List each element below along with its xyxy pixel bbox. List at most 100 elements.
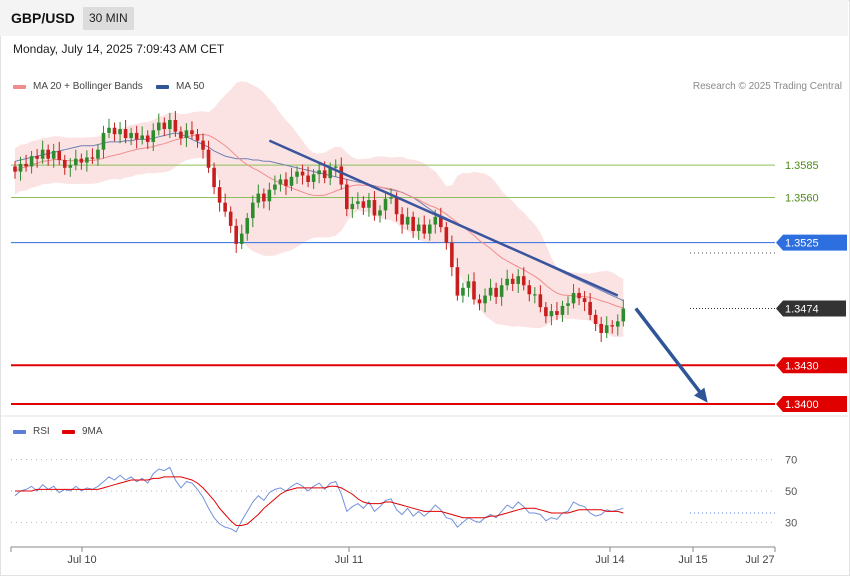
candle-body: [40, 149, 45, 159]
candle-body: [184, 130, 189, 139]
legend-rsi: RSI: [13, 426, 50, 437]
legend-ma50-label: MA 50: [176, 81, 205, 92]
forecast-arrow-icon: [694, 387, 708, 403]
candle-body: [51, 150, 56, 159]
candle-body: [389, 197, 393, 199]
candle-body: [190, 130, 194, 135]
research-credit: Research © 2025 Trading Central: [692, 81, 842, 92]
candle-body: [74, 158, 78, 166]
candle-body: [356, 201, 360, 204]
level-price-label: 1.3525: [785, 238, 819, 250]
candle-body: [239, 233, 244, 244]
candle-body: [560, 305, 565, 315]
candle-body: [599, 323, 603, 333]
candle-body: [328, 167, 333, 179]
candle-body: [18, 163, 23, 172]
top-bar: GBP/USD 30 MIN: [0, 0, 848, 36]
candle-body: [461, 287, 465, 296]
legend-rsi-label: RSI: [33, 426, 50, 437]
candle-body: [566, 303, 570, 306]
candle-body: [179, 131, 183, 139]
candle-body: [145, 135, 150, 142]
level-price-label: 1.3400: [785, 399, 819, 411]
rsi-swatch-icon: [13, 429, 26, 434]
level-price-label: 1.3560: [785, 192, 819, 204]
candle-body: [455, 267, 460, 296]
datetime-label: Monday, July 14, 2025 7:09:43 AM CET: [13, 42, 225, 56]
candle-body: [46, 149, 50, 159]
candle-body: [367, 200, 371, 208]
candle-body: [173, 120, 178, 132]
candle-body: [273, 184, 277, 190]
candle-body: [516, 276, 521, 284]
candle-body: [79, 158, 84, 163]
candle-body: [129, 132, 133, 139]
candle-body: [416, 224, 421, 232]
candle-body: [267, 189, 272, 202]
candle-body: [234, 225, 238, 244]
candle-body: [427, 224, 432, 234]
candle-body: [35, 156, 39, 159]
candle-body: [439, 216, 443, 228]
forecast-arrow-shaft: [634, 307, 705, 397]
candle-body: [300, 171, 305, 176]
candle-body: [571, 292, 576, 304]
candle-body: [250, 202, 255, 219]
candle-body: [317, 170, 321, 175]
candle-body: [604, 325, 609, 333]
candle-body: [494, 287, 498, 297]
candle-body: [284, 179, 288, 186]
ma20-swatch-icon: [13, 84, 26, 89]
candle-body: [450, 242, 454, 268]
legend-9ma-label: 9MA: [82, 426, 103, 437]
candle-body: [433, 216, 438, 225]
candle-body: [488, 287, 493, 296]
candle-body: [29, 156, 34, 167]
candle-body: [156, 122, 161, 131]
level-price-label: 1.3585: [785, 160, 819, 172]
candle-body: [411, 216, 415, 232]
candle-body: [322, 170, 327, 179]
candle-body: [223, 202, 227, 212]
candle-body: [339, 166, 344, 185]
level-price-tag: [776, 357, 847, 374]
candle-body: [383, 198, 388, 211]
candle-body: [533, 294, 537, 296]
ma20-line: [14, 133, 624, 309]
candle-body: [499, 285, 504, 297]
candle-body: [510, 278, 515, 284]
candle-body: [57, 150, 62, 161]
level-price-label: 1.3474: [785, 303, 819, 315]
candle-body: [311, 174, 316, 182]
candle-body: [162, 122, 167, 130]
candle-body: [521, 276, 526, 286]
timeframe-button[interactable]: 30 MIN: [83, 7, 134, 30]
candle-body: [295, 171, 299, 177]
candle-body: [195, 134, 200, 141]
level-price-tag: [776, 234, 847, 251]
candle-body: [378, 210, 382, 216]
candle-body: [483, 295, 487, 304]
legend-ma50: MA 50: [156, 81, 204, 92]
candle-body: [217, 187, 222, 203]
candle-body: [262, 193, 266, 202]
candle-body: [289, 176, 294, 186]
candle-body: [206, 149, 211, 168]
candle-body: [472, 281, 476, 300]
candle-body: [245, 218, 250, 234]
candle-body: [593, 314, 598, 324]
candle-body: [151, 130, 156, 142]
ma9-swatch-icon: [62, 429, 75, 434]
candle-body: [544, 307, 548, 317]
legend-9ma: 9MA: [62, 426, 103, 437]
candle-body: [549, 311, 554, 317]
symbol-title[interactable]: GBP/USD: [11, 10, 75, 26]
candle-body: [444, 227, 449, 243]
candle-body: [588, 302, 592, 315]
candle-body: [101, 132, 106, 150]
price-chart[interactable]: 1.3585 1.3560 1.3525 1.3474 1.3430 1.3400: [0, 0, 850, 420]
candle-body: [372, 200, 377, 216]
candle-body: [306, 175, 310, 182]
candle-body: [538, 294, 543, 308]
legend-ma20-label: MA 20 + Bollinger Bands: [33, 81, 143, 92]
